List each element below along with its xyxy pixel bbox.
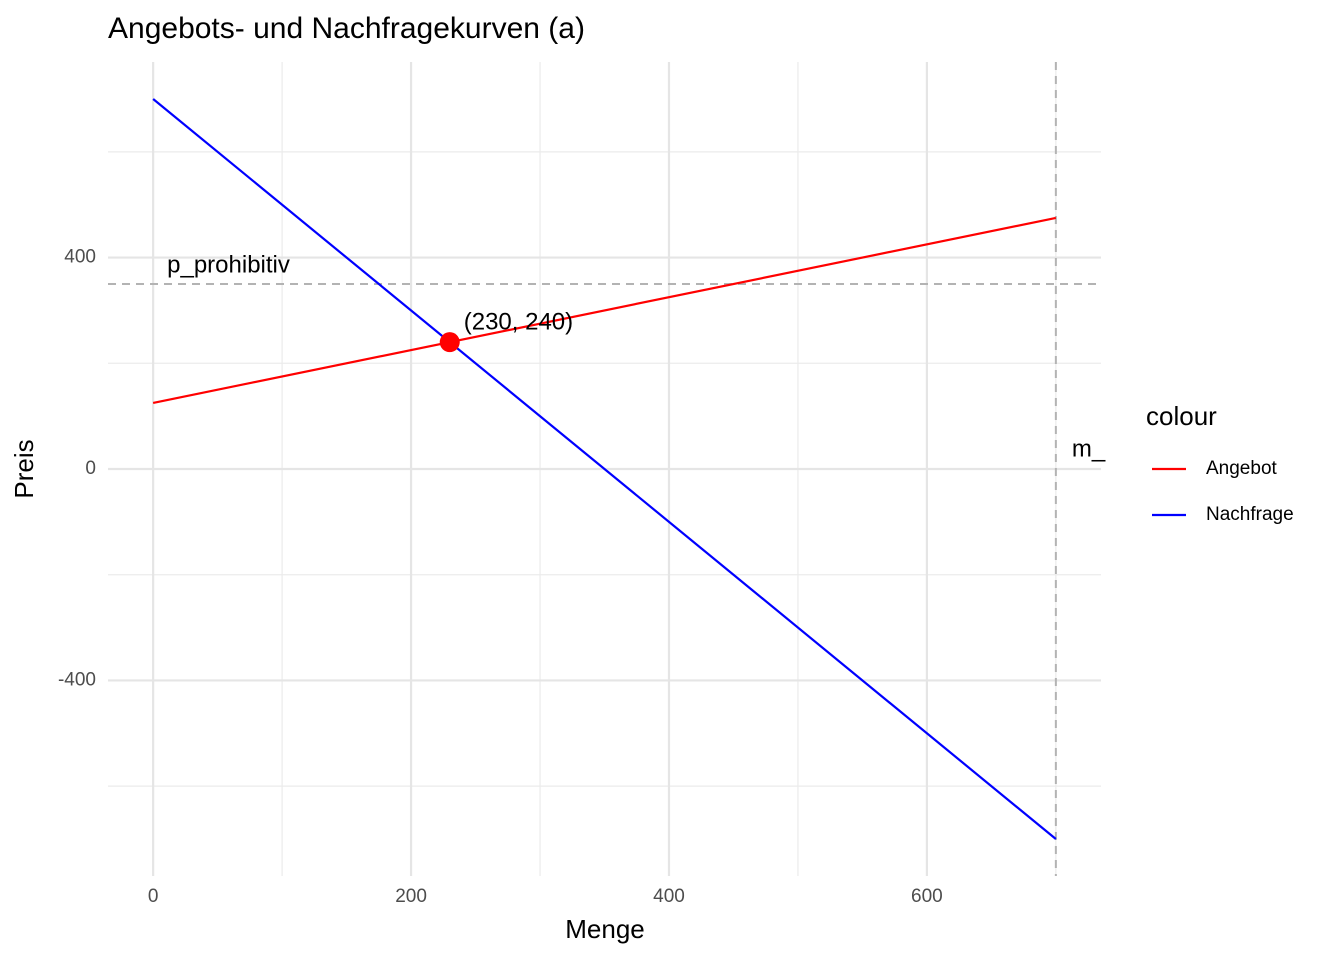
line <box>152 216 1057 405</box>
annotation: m_ <box>1072 435 1106 462</box>
y-tick-label: -400 <box>58 669 96 690</box>
x-tick-label: 400 <box>653 886 685 907</box>
x-tick-label: 200 <box>395 886 427 907</box>
chart-title: Angebots- und Nachfragekurven (a) <box>108 12 585 45</box>
x-tick-label: 600 <box>911 886 943 907</box>
legend-label: Nachfrage <box>1206 504 1294 525</box>
line <box>152 98 1057 840</box>
y-tick-label: 400 <box>64 247 96 268</box>
y-tick-label: 0 <box>85 458 96 479</box>
point <box>439 332 460 353</box>
y-axis-label: Preis <box>9 439 39 498</box>
legend-label: Angebot <box>1206 458 1278 479</box>
x-axis-label: Menge <box>565 914 645 944</box>
legend-title: colour <box>1146 401 1217 431</box>
annotation: p_prohibitiv <box>167 251 290 278</box>
data-label: (230, 240) <box>464 308 573 335</box>
x-tick-label: 0 <box>148 886 159 907</box>
